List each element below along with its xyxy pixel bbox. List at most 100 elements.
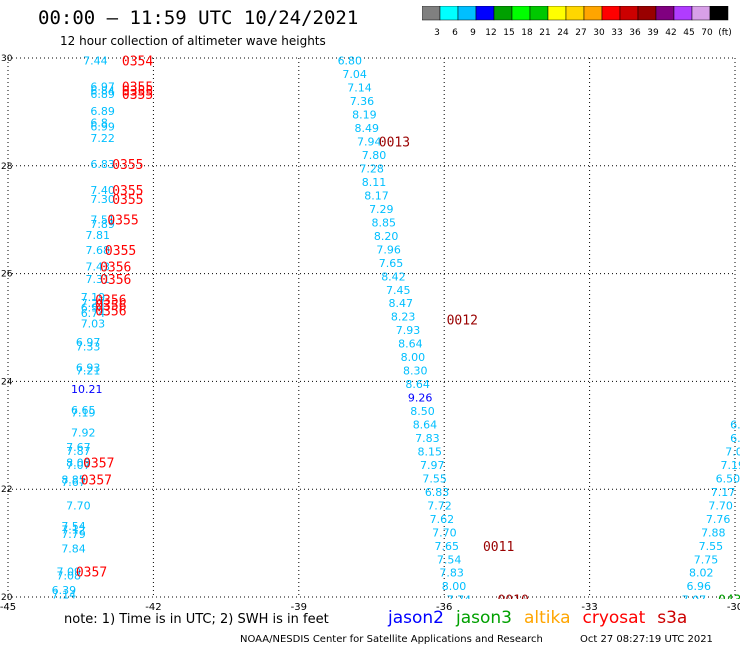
wave-height-value: 7.22 [90, 132, 115, 145]
pass-time-label: 0430 [718, 594, 740, 609]
wave-height-value: 7.54 [61, 520, 86, 533]
x-tick-label: -36 [436, 602, 452, 610]
colorbar-label: 33 [611, 28, 622, 38]
wave-height-value: 7.09 [56, 566, 81, 579]
wave-height-value: 7.62 [430, 513, 455, 526]
colorbar-label: 6 [452, 28, 458, 38]
wave-height-value: 7.65 [379, 257, 404, 270]
wave-height-value: 7.19 [81, 291, 106, 304]
wave-height-value: 7.97 [420, 459, 445, 472]
x-tick-label: -33 [581, 602, 597, 610]
pass-time-label: 0355 [105, 244, 136, 259]
wave-height-value: 7.54 [437, 553, 462, 566]
wave-height-value: 7.03 [81, 318, 106, 331]
x-tick-label: -45 [0, 602, 16, 610]
wave-height-chart: -45 -42 -39 -36 -33 -303028262422207.446.976.… [0, 54, 740, 610]
wave-height-value: 7.92 [71, 427, 96, 440]
wave-height-value: 8.00 [442, 580, 467, 593]
pass-time-label: 0355 [107, 214, 138, 229]
wave-height-value: 7.21 [76, 365, 101, 378]
colorbar-label: 15 [503, 28, 514, 38]
x-tick-label: -42 [145, 602, 161, 610]
wave-height-value: 7.70 [66, 499, 91, 512]
wave-height-value: 7.43 [86, 261, 111, 274]
wave-height-value: 6. [730, 419, 740, 432]
wave-height-value: 10.21 [71, 383, 103, 396]
colorbar-label: 18 [521, 28, 533, 38]
wave-height-value: 8.20 [374, 230, 399, 243]
wave-height-value: 8.15 [418, 445, 443, 458]
wave-height-value: 6.97 [90, 81, 115, 94]
pass-time-label: 0011 [483, 540, 514, 555]
pass-time-label: 0355 [112, 158, 143, 173]
legend-altika: altika [524, 608, 571, 628]
y-tick-label: 26 [1, 270, 13, 280]
wave-height-value: 7.12 [61, 524, 86, 537]
wave-height-value: 7.44 [83, 55, 108, 68]
wave-height-value: 7.83 [439, 567, 464, 580]
y-tick-label: 24 [1, 377, 13, 387]
wave-height-value: 7.89 [90, 218, 115, 231]
wave-height-value: 6.5 [730, 432, 740, 445]
pass-time-label: 0357 [81, 473, 112, 488]
legend-jason2: jason2 [388, 608, 444, 628]
footer-note: note: 1) Time is in UTC; 2) SWH is in fe… [64, 612, 329, 627]
wave-height-value: 7.75 [694, 553, 719, 566]
wave-height-value: 6.74 [81, 307, 106, 320]
wave-height-value: 7.36 [350, 95, 375, 108]
legend-jason3: jason3 [456, 608, 512, 628]
wave-height-value: 7.14 [52, 588, 76, 601]
chart-subtitle: 12 hour collection of altimeter wave hei… [60, 34, 326, 48]
wave-height-value: 8.00 [66, 456, 91, 469]
pass-time-label: 0355 [112, 193, 143, 208]
wave-height-value: 7.0 [725, 445, 740, 458]
wave-height-value: 7.30 [90, 193, 115, 206]
wave-height-value: 6.8 [90, 117, 108, 130]
wave-height-value: 7.31 [86, 273, 111, 286]
y-tick-label: 28 [1, 162, 13, 172]
wave-height-value: 7.79 [61, 528, 86, 541]
wave-height-value: 7.33 [76, 340, 101, 353]
y-tick-label: 20 [1, 593, 13, 603]
wave-height-value: 8.85 [61, 473, 86, 486]
wave-height-value: 8.42 [381, 270, 406, 283]
wave-height-value: 7.14 [347, 82, 372, 95]
wave-height-value: 8.19 [352, 109, 377, 122]
wave-height-value: 6.80 [338, 55, 363, 68]
wave-height-value: 7.81 [86, 229, 111, 242]
colorbar-label: 3 [434, 28, 440, 38]
pass-time-label: 0013 [379, 136, 410, 151]
wave-height-value: 8.64 [413, 419, 438, 432]
pass-time-label: 0357 [76, 566, 107, 581]
colorbar-label: 27 [575, 28, 586, 38]
wave-height-value: 7.88 [701, 526, 726, 539]
wave-height-value: 8.02 [689, 567, 714, 580]
wave-height-value: 7.80 [362, 149, 387, 162]
colorbar-label: 36 [629, 28, 641, 38]
wave-height-value: 6.99 [90, 120, 115, 133]
wave-height-value: 7.28 [359, 162, 384, 175]
footer-credit: NOAA/NESDIS Center for Satellite Applica… [240, 634, 543, 645]
colorbar-label: (ft) [718, 28, 732, 38]
wave-height-value: 8.64 [398, 338, 423, 351]
wave-height-value: 6.89 [90, 88, 115, 101]
wave-height-value: 7.93 [396, 324, 421, 337]
wave-height-value: 8.85 [372, 216, 397, 229]
wave-height-value: 7.74 [447, 594, 472, 607]
wave-height-value: 6.83 [425, 486, 450, 499]
wave-height-value: 7.45 [386, 284, 411, 297]
wave-height-value: 8.11 [362, 176, 387, 189]
wave-height-value: 8.00 [401, 351, 426, 364]
wave-height-value: 8.49 [355, 122, 380, 135]
wave-height-value: 8.17 [364, 189, 389, 202]
pass-time-label: 0357 [83, 456, 114, 471]
pass-time-label: 0356 [95, 304, 126, 319]
pass-time-label: 0356 [100, 261, 131, 276]
wave-height-value: 7.19 [71, 407, 96, 420]
colorbar-label: 9 [470, 28, 476, 38]
wave-height-value: 6.97 [76, 336, 101, 349]
wave-height-value: 6.39 [52, 584, 76, 597]
colorbar-label: 24 [557, 28, 569, 38]
wave-height-value: 7.29 [369, 203, 394, 216]
chart-title: 00:00 – 11:59 UTC 10/24/2021 [38, 7, 359, 29]
